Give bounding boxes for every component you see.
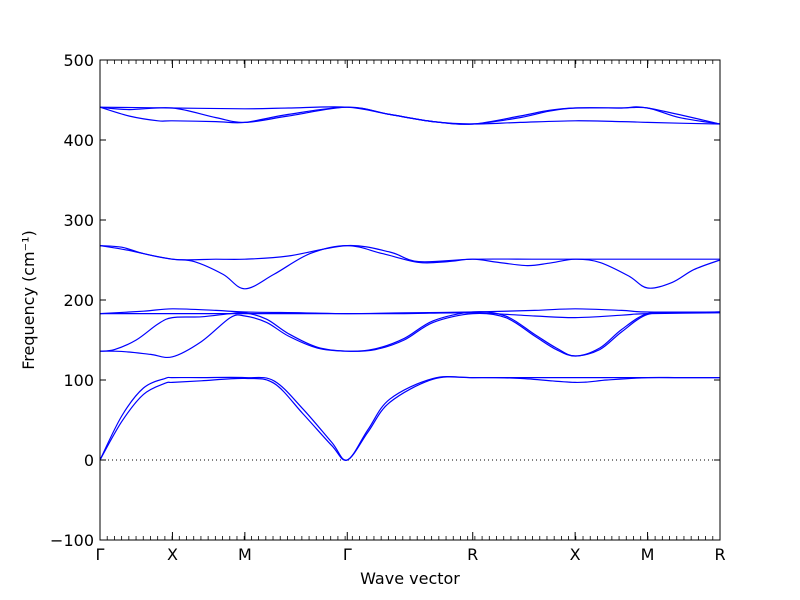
phonon-branch-4 [99, 311, 721, 357]
phonon-branch-3 [99, 311, 721, 359]
y-tick-label: 300 [63, 211, 94, 230]
phonon-branch-10 [99, 106, 721, 125]
x-tick-label-2: X [167, 545, 178, 564]
phonon-branch-2 [99, 375, 720, 461]
x-tick-label-8: R [714, 545, 725, 564]
phonon-branch-1 [99, 376, 720, 461]
x-tick-label-6: X [570, 545, 581, 564]
plot-frame [99, 59, 721, 541]
phonon-branch-6 [99, 308, 721, 315]
phonon-branch-7 [99, 244, 721, 290]
phonon-branch-8 [99, 244, 720, 263]
x-tick-label-5: R [467, 545, 478, 564]
x-tick-label-7: M [641, 545, 655, 564]
series-layer [99, 106, 721, 461]
y-tick-label: 500 [63, 51, 94, 70]
x-tick-label-1: Γ [96, 545, 105, 564]
y-tick-label: 400 [63, 131, 94, 150]
y-tick-label: 100 [63, 371, 94, 390]
axes: −100 0 100 200 300 400 500 Γ X M Γ R X M R [50, 51, 726, 564]
x-tick-label-3: M [238, 545, 252, 564]
x-axis-label: Wave vector [360, 569, 460, 588]
phonon-branch-11 [99, 106, 721, 125]
y-axis-label: Frequency (cm⁻¹) [19, 230, 38, 369]
y-tick-label: −100 [50, 531, 94, 550]
x-tick-label-4: Γ [343, 545, 352, 564]
y-tick-label: 200 [63, 291, 94, 310]
y-tick-label: 0 [84, 451, 94, 470]
